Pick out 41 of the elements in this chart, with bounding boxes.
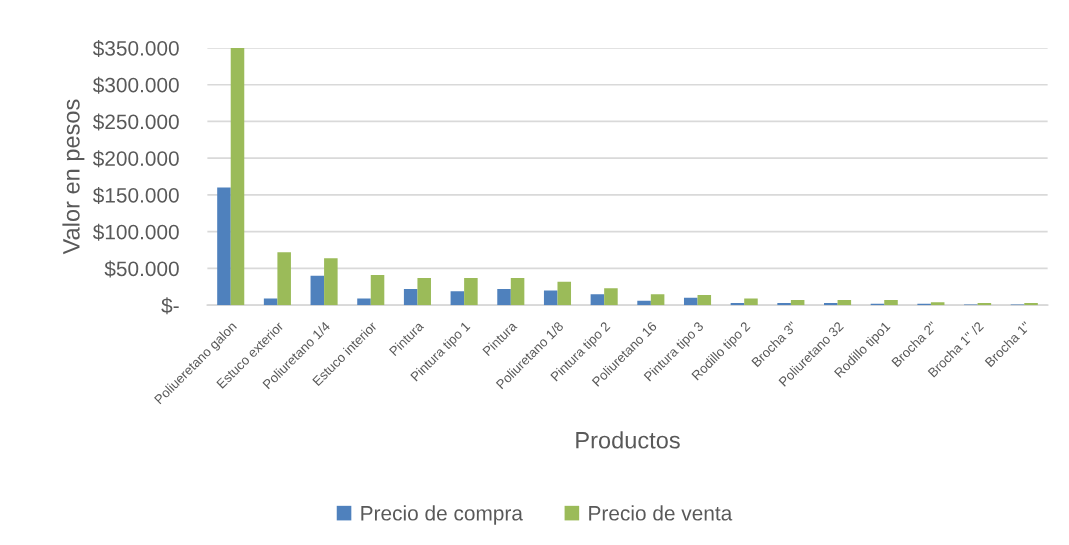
bar [370,275,385,306]
bar [777,303,791,306]
bar [557,281,572,306]
y-tick-label: $300.000 [92,76,179,94]
y-tick-label: $350.000 [92,40,179,57]
bar [683,297,698,306]
legend-label: Precio de venta [589,505,733,521]
bar [324,258,338,306]
bar [1024,303,1038,306]
legend-label: Precio de compra [361,505,523,525]
bar [604,288,618,306]
bar [464,278,478,306]
y-tick-label: $250.000 [92,113,179,131]
bar [403,289,418,306]
bar [884,300,898,306]
y-axis-title: Valor en pesos [62,99,85,255]
y-tick-label: $- [161,297,179,315]
x-axis-title: Productos [576,431,680,449]
bar [697,294,712,306]
y-tick-label: $200.000 [92,150,179,168]
bar [930,302,945,306]
bar [744,298,758,306]
bar [650,294,665,306]
bar [497,289,511,306]
bar [310,275,325,306]
y-tick-label: $150.000 [92,187,179,204]
y-tick-label: $50.000 [104,260,179,278]
bar [824,303,838,306]
bar [510,278,525,306]
bar [637,300,651,306]
bar [277,252,291,306]
bar [417,278,431,306]
bar [230,47,245,306]
y-tick-label: $100.000 [92,223,179,241]
bar [790,300,805,306]
bar [217,187,231,306]
bar [450,291,465,306]
bar [837,300,852,306]
bar [357,298,371,306]
bar [590,294,605,306]
bar [543,290,558,306]
